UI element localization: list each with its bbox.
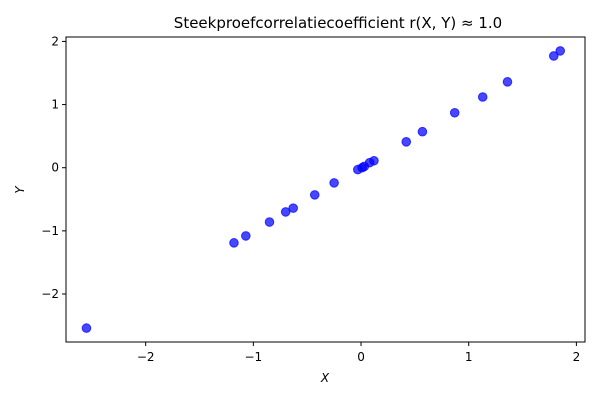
x-axis: −2 −1 0 1 2: [137, 342, 580, 364]
y-tick-label: 2: [51, 34, 59, 48]
data-point: [502, 77, 513, 87]
data-point: [555, 46, 566, 56]
data-point: [288, 203, 298, 213]
data-point: [81, 323, 92, 333]
data-point: [309, 190, 320, 200]
y-tick-label: −1: [41, 224, 59, 238]
data-point: [264, 217, 275, 227]
x-axis-label: X: [320, 371, 330, 385]
data-point: [449, 107, 460, 118]
x-tick-label: 2: [573, 350, 581, 364]
data-point: [369, 155, 379, 166]
data-point: [477, 92, 488, 102]
plot-area: [65, 36, 586, 343]
chart-title: Steekproefcorrelatiecoefficient r(X, Y) …: [174, 14, 502, 32]
x-tick-label: −2: [137, 350, 155, 364]
data-point: [280, 207, 291, 217]
data-point: [417, 126, 428, 137]
plot-frame: [65, 36, 586, 343]
y-tick-label: −2: [41, 287, 59, 301]
y-tick-label: 1: [51, 98, 59, 112]
data-point: [401, 137, 412, 147]
data-point: [329, 178, 339, 188]
data-point: [241, 231, 251, 241]
x-tick-label: −1: [245, 350, 263, 364]
data-points: [81, 46, 566, 333]
data-point: [548, 51, 559, 61]
x-tick-label: 0: [357, 350, 365, 364]
data-point: [229, 238, 239, 248]
y-axis-label: Y: [13, 185, 27, 194]
x-tick-label: 1: [465, 350, 473, 364]
y-tick-label: 0: [51, 161, 59, 175]
y-axis: −2 −1 0 1 2: [41, 34, 66, 301]
